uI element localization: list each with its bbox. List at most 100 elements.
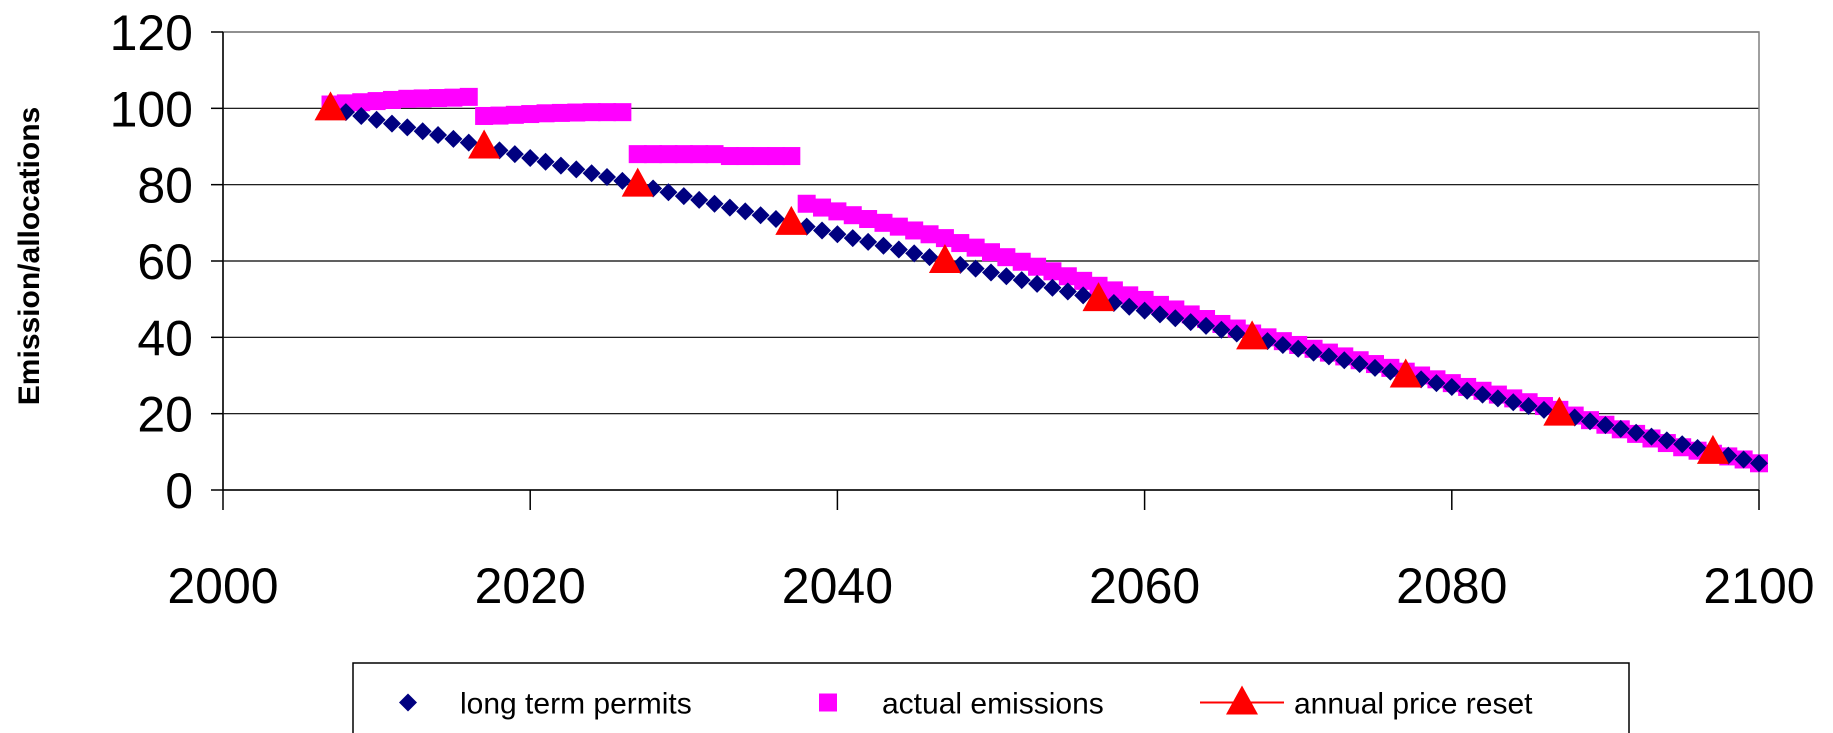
data-point [1473,385,1492,404]
data-point [1657,431,1676,450]
legend-marker [1226,685,1258,715]
data-point [982,263,1000,282]
data-point [720,198,739,217]
data-point [1596,416,1615,435]
data-point [1135,290,1154,309]
data-point [1488,389,1507,408]
data-point [935,229,954,248]
data-point [621,167,654,197]
data-point [1534,400,1553,419]
data-point [843,229,862,248]
data-point [720,147,739,166]
data-point [551,103,570,122]
y-axis-tick-labels: 0 20 40 60 80 100 120 [110,5,193,519]
data-point [1642,427,1661,446]
data-point [690,190,709,209]
data-point [398,118,417,137]
data-point [567,103,586,122]
x-axis-tick-labels: 2000 2020 2040 2060 2080 2100 [167,558,1814,614]
data-point [1104,281,1123,300]
legend-item: long term permits [399,688,692,721]
data-point [644,145,663,164]
data-point [1273,335,1292,354]
data-point [766,147,785,166]
legend-box [352,662,1630,733]
data-point [536,104,555,123]
data-point [874,236,893,255]
data-point [751,206,770,225]
data-point [1150,295,1169,314]
data-point [1058,282,1077,301]
data-point [982,243,1000,262]
data-point [598,103,616,122]
data-point [1381,362,1400,381]
data-point [1519,397,1538,416]
data-point [997,267,1016,286]
data-point [1197,316,1216,335]
data-point [1120,297,1139,316]
data-point [1389,358,1422,388]
data-point [444,88,463,107]
data-point [813,221,832,240]
data-point [997,248,1016,267]
data-point [613,103,632,122]
data-point [920,225,939,244]
series-layer [314,87,1768,473]
data-point [1074,271,1093,290]
data-point [1181,313,1200,332]
data-point [1304,343,1323,362]
data-point [1442,377,1461,396]
data-point [1319,347,1338,366]
data-point [828,202,847,221]
legend-item: annual price reset [1200,685,1533,721]
data-point [505,145,524,164]
data-point [429,126,448,145]
legend-item: actual emissions [819,688,1104,721]
data-point [920,248,939,267]
data-point [1335,351,1354,370]
legend-label: long term permits [460,688,692,721]
data-point [429,89,448,108]
y-tick-label: 60 [137,234,193,290]
data-point [536,152,555,171]
data-point [889,240,908,259]
data-point [751,147,770,166]
series-annual-price-reset [314,91,1729,464]
data-point [367,110,386,129]
data-point [690,145,709,164]
data-point [674,145,693,164]
x-tick-label: 2100 [1703,558,1814,614]
data-point [521,105,540,124]
data-point [490,106,509,125]
legend-marker [399,693,417,712]
data-point [382,90,401,109]
data-point [352,106,371,125]
data-point [705,194,724,213]
data-point [413,89,432,108]
data-point [1688,439,1707,458]
data-point [966,259,985,278]
data-point [582,164,601,183]
data-point [1074,286,1093,305]
data-point [567,160,586,179]
data-point [459,133,478,152]
data-point [628,145,647,164]
legend-marker [819,693,837,712]
data-point [1366,358,1384,377]
data-point [1043,262,1062,281]
data-point [966,238,985,257]
y-tick-label: 100 [110,81,193,137]
data-point [1012,252,1031,271]
data-point [1696,434,1729,464]
data-point [1236,320,1269,350]
data-point [1227,324,1246,343]
y-axis-title: Emission/allocations [13,107,46,405]
x-tick-label: 2020 [475,558,586,614]
data-point [813,198,832,217]
data-point [468,129,501,159]
legend-label: annual price reset [1294,688,1533,721]
data-point [1120,286,1139,305]
data-point [314,91,347,121]
legend: long term permits actual emissions annual … [352,662,1630,733]
data-point [444,129,463,148]
